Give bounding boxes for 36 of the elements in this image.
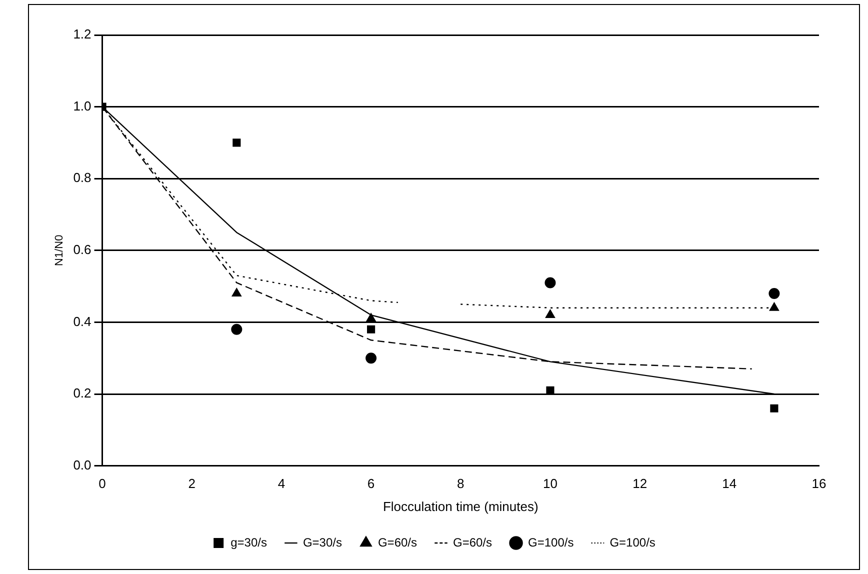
y-tick-label: 1.0 — [73, 98, 92, 114]
legend-label: g=30/s — [230, 535, 267, 550]
point — [367, 325, 376, 334]
point — [546, 386, 554, 394]
point — [366, 313, 376, 322]
y-tick-label: 0.2 — [73, 386, 92, 401]
x-tick-label: 8 — [457, 476, 464, 492]
y-tick-label: 1.2 — [73, 26, 92, 42]
point — [768, 288, 780, 299]
point — [769, 302, 780, 311]
x-tick-label: 14 — [722, 476, 737, 492]
x-tick-label: 6 — [367, 476, 375, 492]
x-axis-title: Flocculation time (minutes) — [382, 498, 538, 514]
x-tick-label: 12 — [632, 476, 648, 492]
x-tick-label: 10 — [542, 476, 558, 492]
point — [770, 404, 778, 412]
legend-label: G=30/s — [302, 535, 342, 550]
point — [544, 277, 556, 288]
point — [232, 138, 241, 147]
x-tick-label: 0 — [98, 476, 106, 492]
y-axis-title: N1/N0 — [54, 234, 66, 266]
legend-label: G=100/s — [610, 535, 656, 550]
x-tick-label: 16 — [812, 476, 826, 492]
point — [545, 310, 556, 318]
point — [232, 288, 242, 296]
point — [231, 324, 242, 335]
y-tick-label: 0.8 — [73, 170, 92, 186]
y-tick-label: 0.4 — [73, 314, 92, 329]
x-tick-label: 4 — [278, 476, 286, 492]
x-tick-label: 2 — [188, 476, 196, 492]
legend-label: G=60/s — [452, 535, 492, 550]
y-tick-label: 0.0 — [73, 457, 92, 472]
point — [366, 352, 377, 364]
legend-label: G=60/s — [378, 535, 418, 550]
legend-label: G=100/s — [528, 535, 574, 550]
y-tick-label: 0.6 — [73, 242, 92, 257]
